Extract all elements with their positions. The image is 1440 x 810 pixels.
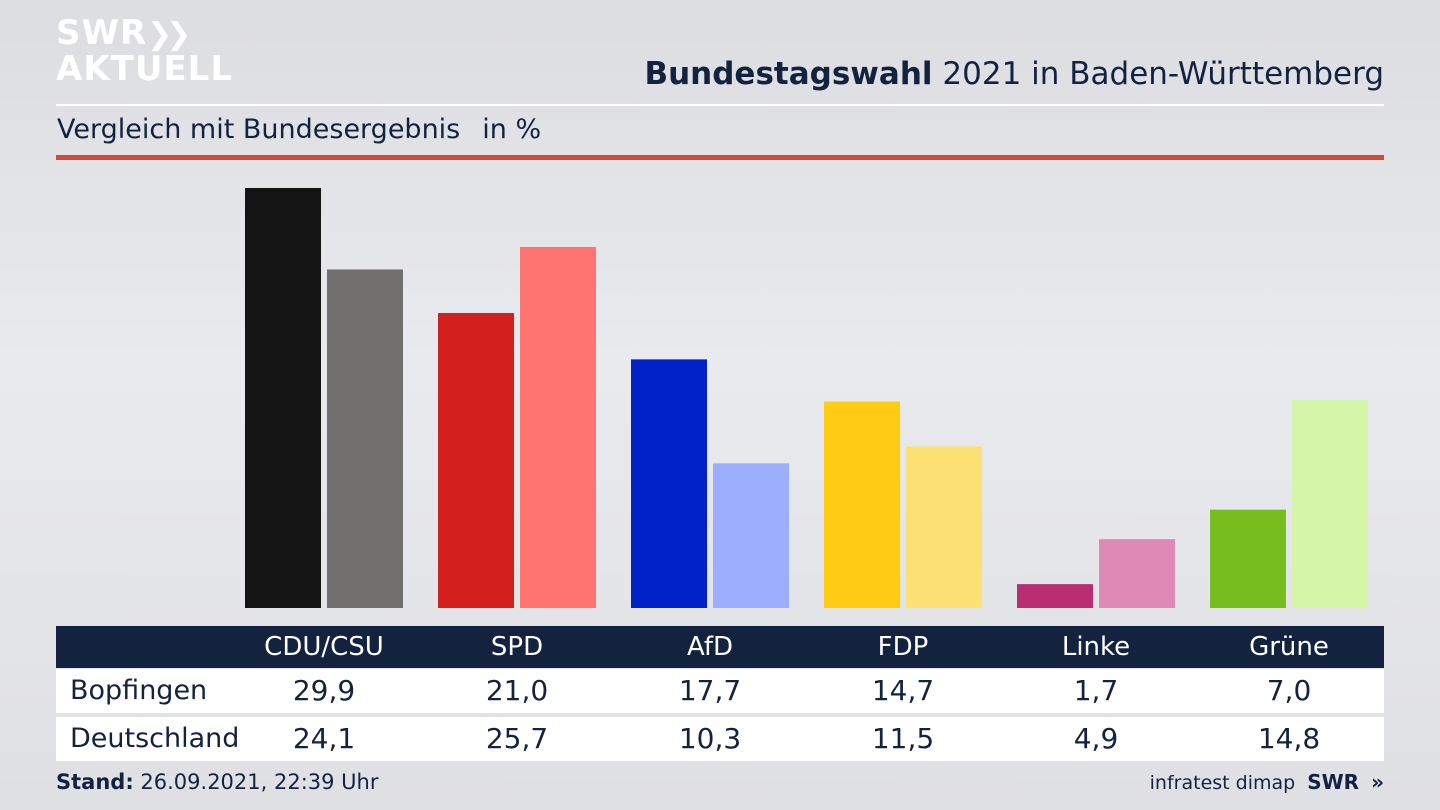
value-bopfingen-gr-ne: 7,0 bbox=[1266, 674, 1312, 707]
accent-divider bbox=[56, 155, 1384, 160]
value-deutschland-cdu-csu: 24,1 bbox=[292, 722, 356, 755]
logo-line1: SWR bbox=[56, 13, 148, 53]
value-bopfingen-spd: 21,0 bbox=[485, 674, 549, 707]
bar-spd-deutschland bbox=[520, 246, 596, 609]
value-bopfingen-afd: 17,7 bbox=[678, 674, 742, 707]
title-divider bbox=[56, 104, 1384, 106]
value-deutschland-afd: 10,3 bbox=[678, 722, 742, 755]
bar-cdu-csu-deutschland bbox=[327, 269, 403, 608]
table-row-bopfingen: Bopfingen 29,9 21,0 17,7 14,7 1,7 7,0 bbox=[56, 669, 1384, 713]
swr-aktuell-logo: SWR❯❯ AKTUELL bbox=[56, 16, 233, 86]
bar-gr-ne-deutschland bbox=[1292, 400, 1368, 608]
bar-linke-bopfingen bbox=[1017, 584, 1093, 608]
stand-value: 26.09.2021, 22:39 Uhr bbox=[133, 770, 379, 794]
unit-label: in % bbox=[482, 114, 542, 145]
chart-title: Bundestagswahl 2021 in Baden-Württemberg bbox=[644, 56, 1384, 92]
bar-chart bbox=[245, 188, 1368, 609]
bar-fdp-deutschland bbox=[906, 446, 982, 608]
party-header-row: CDU/CSU SPD AfD FDP Linke Grüne bbox=[56, 626, 1384, 668]
value-bopfingen-cdu-csu: 29,9 bbox=[292, 674, 356, 707]
value-deutschland-fdp: 11,5 bbox=[871, 722, 935, 755]
party-label-gr-ne: Grüne bbox=[1249, 632, 1329, 662]
chevron-right-icon: » bbox=[1371, 770, 1384, 794]
party-label-cdu-csu: CDU/CSU bbox=[264, 632, 384, 662]
timestamp: Stand: 26.09.2021, 22:39 Uhr bbox=[56, 770, 379, 794]
bar-afd-bopfingen bbox=[631, 359, 707, 608]
chevron-right-icon: ❯❯ bbox=[147, 17, 191, 52]
value-deutschland-linke: 4,9 bbox=[1073, 722, 1119, 755]
bar-gr-ne-bopfingen bbox=[1210, 509, 1286, 608]
value-deutschland-gr-ne: 14,8 bbox=[1257, 722, 1321, 755]
table-row-deutschland: Deutschland 24,1 25,7 10,3 11,5 4,9 14,8 bbox=[56, 717, 1384, 761]
party-label-spd: SPD bbox=[490, 632, 544, 662]
party-label-fdp: FDP bbox=[877, 632, 929, 662]
stand-label: Stand: bbox=[56, 770, 134, 794]
value-bopfingen-linke: 1,7 bbox=[1073, 674, 1119, 707]
chart-subtitle: Vergleich mit Bundesergebnis in % bbox=[57, 114, 541, 145]
bar-linke-deutschland bbox=[1099, 539, 1175, 608]
source-credit: infratest dimap SWR » bbox=[1150, 770, 1384, 794]
value-bopfingen-fdp: 14,7 bbox=[871, 674, 935, 707]
bar-cdu-csu-bopfingen bbox=[245, 188, 321, 608]
results-table: CDU/CSU SPD AfD FDP Linke Grüne Bopfingen 29,… bbox=[56, 626, 1384, 761]
bar-spd-bopfingen bbox=[438, 313, 514, 608]
title-bold: Bundestagswahl bbox=[644, 56, 933, 92]
party-label-linke: Linke bbox=[1061, 632, 1131, 662]
source-label: infratest dimap bbox=[1149, 772, 1296, 794]
party-label-afd: AfD bbox=[686, 632, 734, 662]
brand-label: SWR bbox=[1307, 770, 1360, 794]
value-deutschland-spd: 25,7 bbox=[485, 722, 549, 755]
row-label-deutschland: Deutschland bbox=[70, 723, 240, 754]
bar-fdp-bopfingen bbox=[824, 401, 900, 608]
logo-line2: AKTUELL bbox=[56, 49, 234, 89]
title-rest: 2021 in Baden-Württemberg bbox=[932, 56, 1384, 92]
bar-afd-deutschland bbox=[713, 463, 789, 608]
subtitle-text: Vergleich mit Bundesergebnis bbox=[57, 114, 461, 145]
row-label-bopfingen: Bopfingen bbox=[70, 675, 208, 706]
